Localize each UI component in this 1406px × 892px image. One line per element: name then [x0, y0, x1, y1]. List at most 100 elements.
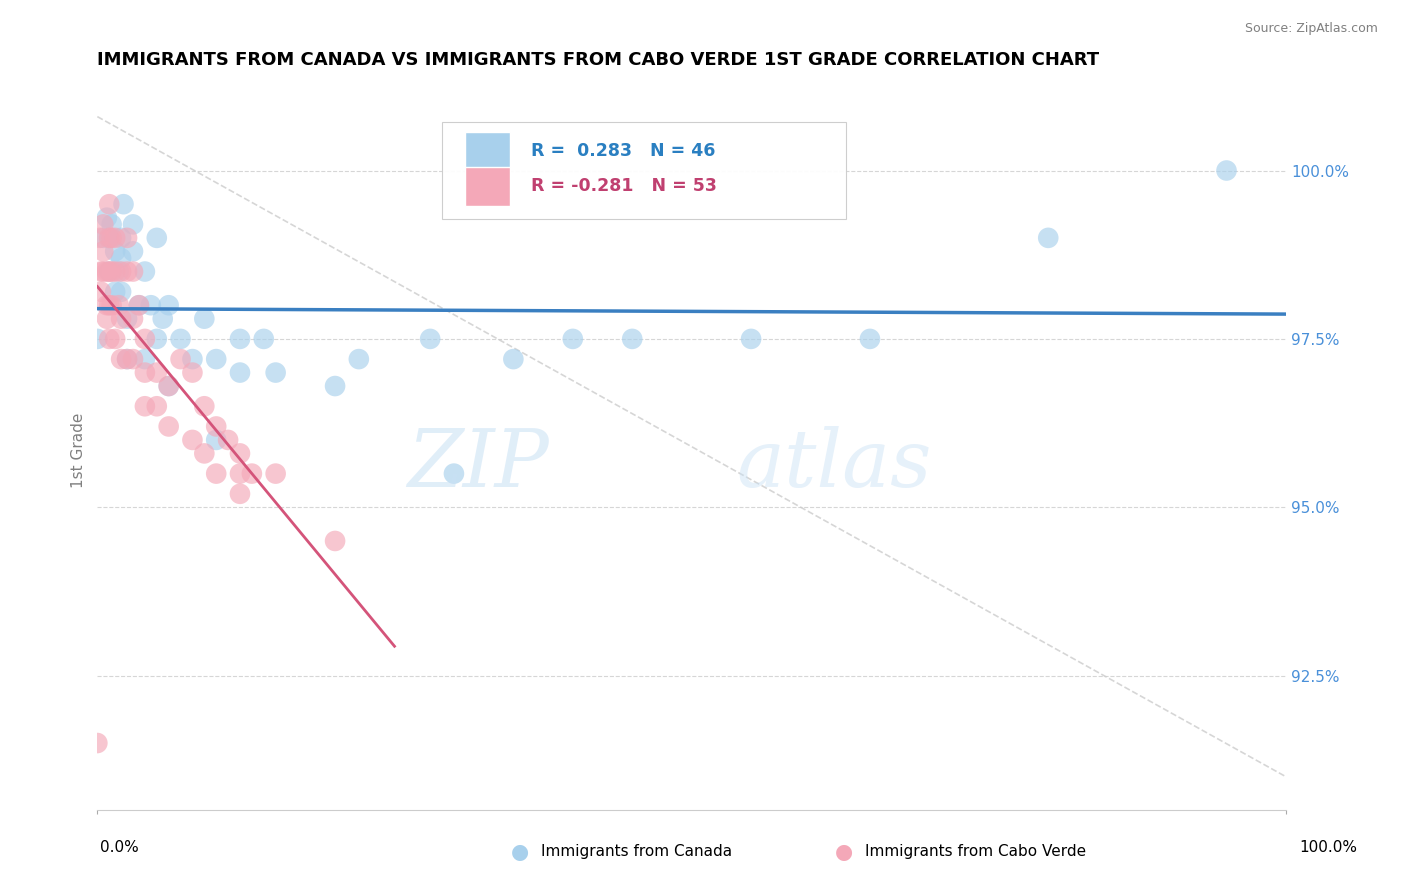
Point: [110, 311, 132, 326]
Point: [146, 332, 169, 346]
Point: [96, 311, 118, 326]
Point: [90, 285, 112, 299]
Text: Immigrants from Cabo Verde: Immigrants from Cabo Verde: [865, 845, 1085, 859]
Point: [96, 298, 118, 312]
Point: [205, 433, 228, 447]
Point: [122, 218, 145, 232]
Point: [157, 379, 180, 393]
Point: [96, 211, 118, 225]
Point: [122, 352, 145, 367]
Point: [96, 264, 118, 278]
Point: [152, 311, 174, 326]
Point: [128, 298, 150, 312]
Point: [112, 197, 135, 211]
Point: [128, 298, 150, 312]
Point: [107, 298, 129, 312]
Point: [193, 399, 215, 413]
Point: [122, 311, 145, 326]
Point: [100, 264, 122, 278]
Point: [134, 264, 156, 278]
Point: [419, 332, 441, 346]
Text: Source: ZipAtlas.com: Source: ZipAtlas.com: [1244, 22, 1378, 36]
Point: [90, 264, 112, 278]
Point: [98, 231, 121, 245]
Text: Immigrants from Canada: Immigrants from Canada: [541, 845, 733, 859]
Point: [100, 218, 122, 232]
Point: [740, 332, 762, 346]
Point: [229, 446, 252, 460]
FancyBboxPatch shape: [441, 122, 846, 219]
Point: [229, 366, 252, 380]
Point: [134, 332, 156, 346]
Point: [98, 298, 121, 312]
Point: [323, 533, 346, 548]
Point: [443, 467, 465, 481]
Point: [86, 736, 108, 750]
Point: [193, 446, 215, 460]
Point: [110, 264, 132, 278]
Text: ZIP: ZIP: [408, 425, 548, 503]
Point: [146, 399, 169, 413]
Point: [157, 379, 180, 393]
Point: [205, 419, 228, 434]
Point: [264, 366, 287, 380]
Point: [229, 487, 252, 501]
Point: [98, 264, 121, 278]
Point: [169, 332, 191, 346]
Point: [115, 352, 138, 367]
Text: atlas: atlas: [737, 425, 932, 503]
Point: [104, 264, 127, 278]
Point: [134, 366, 156, 380]
Point: [347, 352, 370, 367]
Point: [139, 298, 162, 312]
Point: [134, 352, 156, 367]
FancyBboxPatch shape: [464, 167, 510, 206]
Point: [115, 231, 138, 245]
Point: [115, 311, 138, 326]
Point: [98, 332, 121, 346]
Point: [91, 264, 114, 278]
Point: [110, 231, 132, 245]
Point: [122, 244, 145, 259]
Text: 100.0%: 100.0%: [1299, 840, 1358, 855]
Point: [217, 433, 239, 447]
Point: [205, 352, 228, 367]
Point: [1038, 231, 1060, 245]
Point: [98, 231, 121, 245]
Point: [104, 285, 127, 299]
Point: [502, 352, 524, 367]
Point: [122, 264, 145, 278]
Point: [98, 264, 121, 278]
Point: [86, 332, 108, 346]
Text: R = -0.281   N = 53: R = -0.281 N = 53: [531, 177, 717, 194]
FancyBboxPatch shape: [464, 132, 510, 171]
Y-axis label: 1st Grade: 1st Grade: [72, 412, 86, 488]
Point: [561, 332, 583, 346]
Point: [1215, 163, 1237, 178]
Point: [146, 366, 169, 380]
Point: [104, 332, 127, 346]
Point: [89, 231, 111, 245]
Point: [859, 332, 882, 346]
Point: [181, 366, 204, 380]
Point: [240, 467, 263, 481]
Point: [98, 197, 121, 211]
Point: [157, 419, 180, 434]
Point: [134, 399, 156, 413]
Point: [110, 251, 132, 265]
Point: [193, 311, 215, 326]
Point: [100, 298, 122, 312]
Point: [100, 231, 122, 245]
Point: [115, 352, 138, 367]
Text: IMMIGRANTS FROM CANADA VS IMMIGRANTS FROM CABO VERDE 1ST GRADE CORRELATION CHART: IMMIGRANTS FROM CANADA VS IMMIGRANTS FRO…: [97, 51, 1099, 69]
Text: ●: ●: [835, 842, 852, 862]
Point: [229, 332, 252, 346]
Point: [107, 264, 129, 278]
Text: ●: ●: [512, 842, 529, 862]
Point: [110, 285, 132, 299]
Point: [146, 231, 169, 245]
Point: [229, 467, 252, 481]
Point: [91, 218, 114, 232]
Point: [104, 244, 127, 259]
Point: [181, 352, 204, 367]
